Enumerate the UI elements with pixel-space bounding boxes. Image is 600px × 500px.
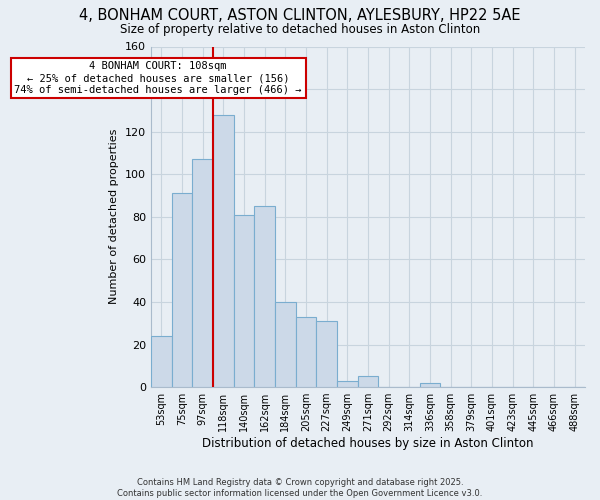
Text: 4, BONHAM COURT, ASTON CLINTON, AYLESBURY, HP22 5AE: 4, BONHAM COURT, ASTON CLINTON, AYLESBUR… <box>79 8 521 22</box>
Bar <box>316 321 337 387</box>
Bar <box>254 206 275 387</box>
Text: Contains HM Land Registry data © Crown copyright and database right 2025.
Contai: Contains HM Land Registry data © Crown c… <box>118 478 482 498</box>
Bar <box>193 160 213 387</box>
Bar <box>233 214 254 387</box>
Bar <box>337 380 358 387</box>
Y-axis label: Number of detached properties: Number of detached properties <box>109 129 119 304</box>
Bar <box>275 302 296 387</box>
Bar <box>358 376 379 387</box>
Bar <box>419 383 440 387</box>
Text: 4 BONHAM COURT: 108sqm
← 25% of detached houses are smaller (156)
74% of semi-de: 4 BONHAM COURT: 108sqm ← 25% of detached… <box>14 62 302 94</box>
Bar <box>296 317 316 387</box>
X-axis label: Distribution of detached houses by size in Aston Clinton: Distribution of detached houses by size … <box>202 437 534 450</box>
Bar <box>172 194 193 387</box>
Text: Size of property relative to detached houses in Aston Clinton: Size of property relative to detached ho… <box>120 22 480 36</box>
Bar <box>151 336 172 387</box>
Bar <box>213 114 233 387</box>
